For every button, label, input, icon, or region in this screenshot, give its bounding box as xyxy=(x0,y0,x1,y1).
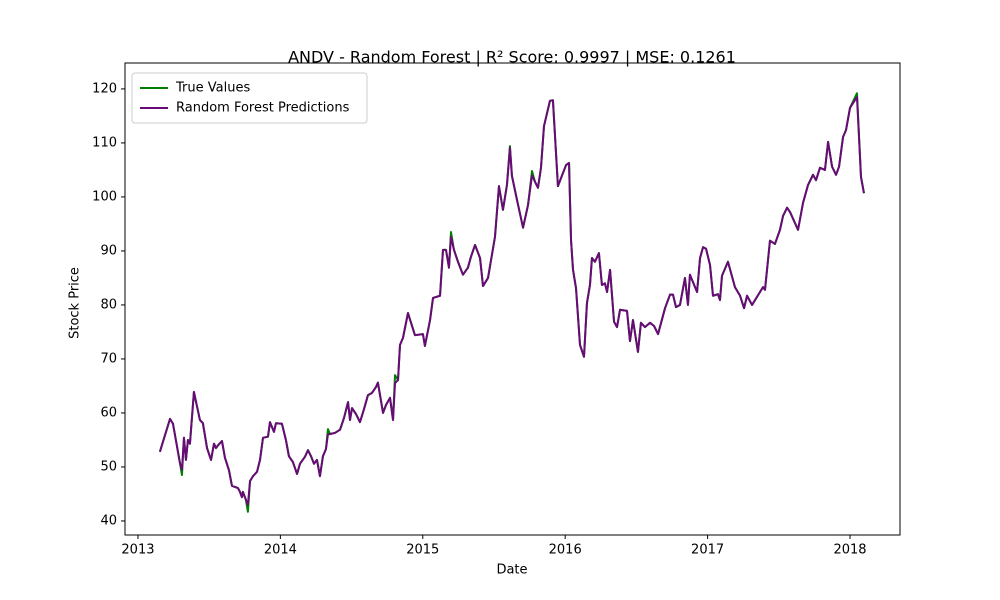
y-tick-label: 40 xyxy=(100,513,117,528)
y-tick-label: 100 xyxy=(92,189,117,204)
legend: True Values Random Forest Predictions xyxy=(131,72,368,124)
x-tick-label: 2018 xyxy=(833,543,866,558)
plot-frame xyxy=(124,62,901,536)
y-tick-label: 70 xyxy=(100,351,117,366)
y-tick-label: 90 xyxy=(100,243,117,258)
y-tick-label: 120 xyxy=(92,81,117,96)
legend-box xyxy=(131,72,368,124)
y-tick-label: 60 xyxy=(100,405,117,420)
x-tick-label: 2016 xyxy=(549,543,582,558)
y-axis-label: Stock Price xyxy=(68,267,83,339)
legend-label: Random Forest Predictions xyxy=(176,101,350,116)
series-line xyxy=(158,96,865,506)
x-tick-label: 2017 xyxy=(691,543,724,558)
x-tick-label: 2015 xyxy=(406,543,439,558)
x-tick-label: 2013 xyxy=(121,543,154,558)
x-axis-label: Date xyxy=(496,563,527,578)
series-line xyxy=(158,92,865,513)
x-tick-label: 2014 xyxy=(264,543,297,558)
y-tick-label: 80 xyxy=(100,297,117,312)
y-tick-label: 110 xyxy=(92,135,117,150)
y-tick-label: 50 xyxy=(100,459,117,474)
legend-label: True Values xyxy=(175,81,250,96)
chart-title: ANDV - Random Forest | R² Score: 0.9997 … xyxy=(288,48,736,67)
